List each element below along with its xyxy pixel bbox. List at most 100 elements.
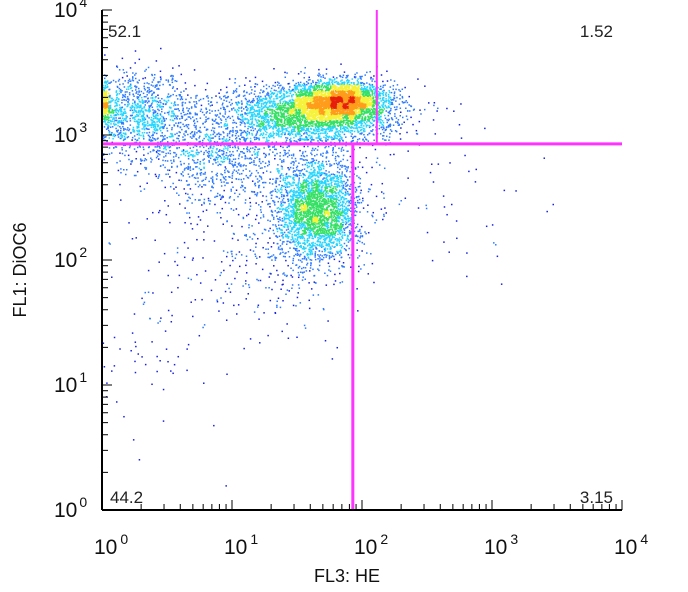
event-point [336, 101, 339, 104]
event-point [264, 109, 266, 112]
event-point [364, 119, 366, 121]
event-point [298, 131, 301, 133]
event-point [255, 120, 258, 122]
event-point [393, 80, 396, 82]
event-point [304, 107, 307, 110]
event-point [298, 139, 301, 142]
event-point [343, 105, 345, 107]
event-point [293, 136, 295, 139]
event-point [337, 89, 339, 91]
event-point [312, 90, 314, 93]
event-point [339, 89, 341, 92]
event-point [294, 114, 296, 117]
event-point [333, 112, 335, 114]
event-point [302, 112, 305, 114]
event-point [303, 110, 305, 113]
event-point [350, 121, 352, 124]
event-point [274, 85, 276, 88]
event-point [336, 108, 339, 110]
event-point [362, 99, 365, 102]
event-point [333, 106, 336, 109]
event-point [318, 123, 320, 126]
event-point [370, 105, 373, 108]
event-point [254, 104, 256, 107]
event-point [338, 147, 340, 150]
event-point [349, 113, 351, 115]
event-point [392, 124, 395, 126]
event-point [282, 131, 284, 134]
event-point [356, 141, 358, 143]
event-point [306, 102, 308, 105]
event-point [356, 112, 358, 114]
event-point [355, 92, 357, 94]
event-point [307, 93, 310, 96]
event-point [293, 122, 295, 124]
event-point [340, 93, 342, 96]
event-point [301, 128, 303, 131]
event-point [354, 98, 357, 101]
event-point [348, 99, 350, 101]
event-point [302, 107, 304, 109]
event-point [238, 85, 241, 87]
event-point [246, 109, 249, 112]
event-point [258, 108, 260, 111]
event-point [303, 104, 306, 106]
event-point [358, 94, 360, 97]
event-point [399, 94, 402, 96]
event-point [349, 104, 352, 107]
event-point [324, 120, 326, 122]
event-point [260, 89, 262, 91]
event-point [297, 119, 299, 122]
event-point [215, 118, 217, 121]
event-point [269, 112, 271, 114]
event-point [346, 80, 349, 82]
event-point [311, 107, 313, 110]
event-point [237, 148, 240, 150]
event-point [341, 116, 344, 118]
event-point [200, 131, 202, 134]
event-point [311, 137, 314, 139]
event-point [250, 100, 253, 103]
event-point [303, 114, 305, 116]
event-point [296, 85, 298, 87]
event-point [371, 92, 374, 95]
event-point [282, 106, 285, 109]
event-point [388, 100, 391, 102]
event-point [318, 122, 320, 124]
event-point [339, 131, 342, 133]
event-point [292, 106, 295, 108]
event-point [337, 101, 340, 104]
event-point [363, 130, 365, 133]
event-point [234, 134, 237, 137]
event-point [264, 115, 267, 118]
event-point [237, 106, 240, 109]
event-point [339, 75, 341, 77]
event-point [314, 109, 316, 112]
event-point [251, 122, 253, 124]
event-point [318, 111, 321, 114]
event-point [352, 97, 354, 100]
event-point [382, 106, 385, 109]
event-point [261, 134, 264, 137]
event-point [339, 140, 341, 142]
event-point [213, 120, 215, 122]
event-point [377, 90, 380, 93]
event-point [278, 119, 280, 121]
event-point [351, 96, 354, 98]
event-point [327, 94, 330, 96]
event-point [228, 78, 231, 80]
event-point [371, 85, 373, 88]
event-point [321, 103, 323, 106]
event-point [382, 126, 385, 128]
event-point [312, 139, 314, 141]
event-point [288, 108, 291, 111]
event-point [373, 115, 376, 118]
event-point [345, 75, 348, 77]
event-point [285, 102, 287, 104]
event-point [357, 105, 360, 108]
event-point [331, 86, 334, 88]
event-point [349, 99, 352, 102]
event-point [335, 127, 337, 130]
event-point [347, 90, 350, 93]
event-point [405, 115, 408, 117]
